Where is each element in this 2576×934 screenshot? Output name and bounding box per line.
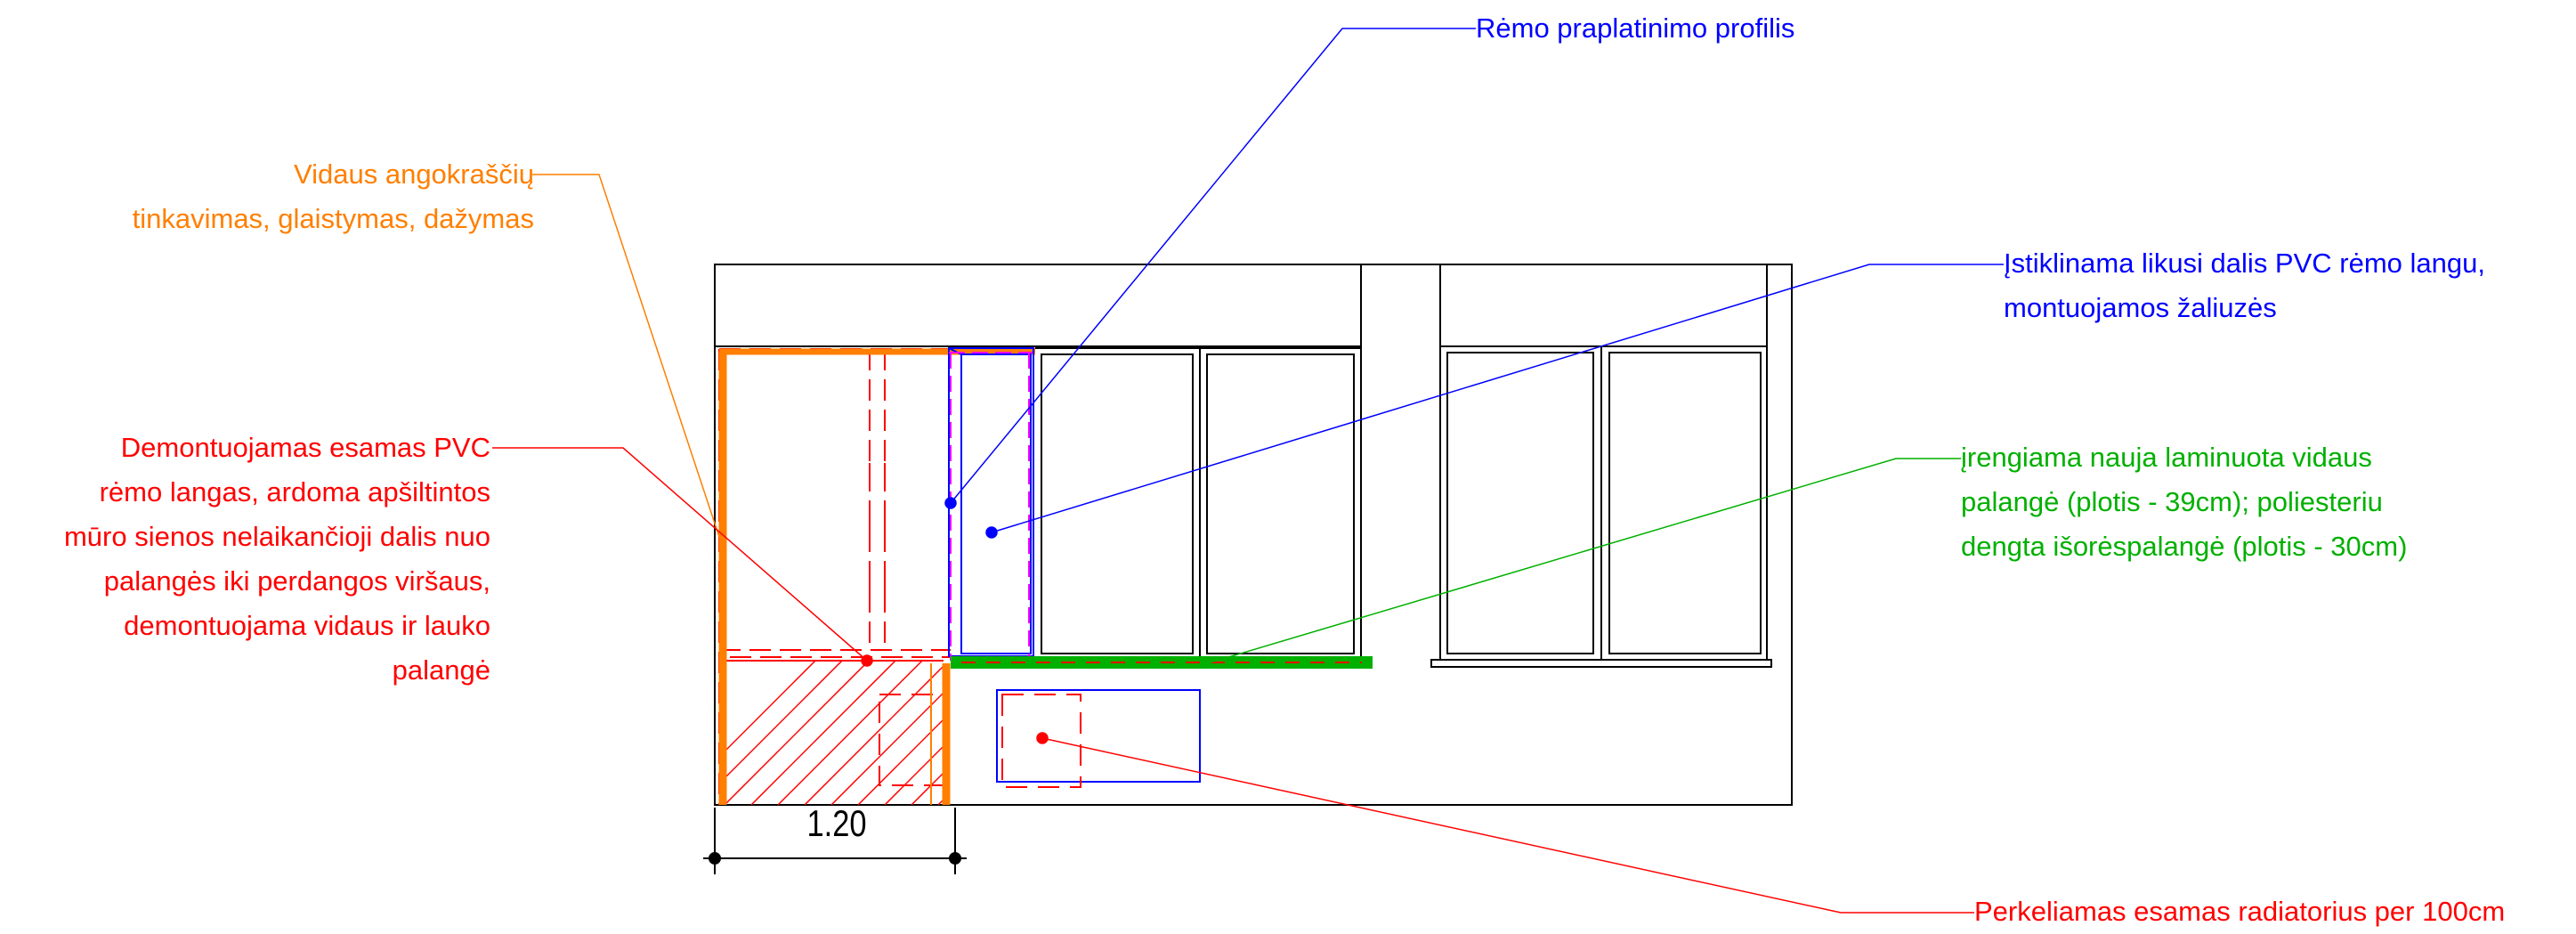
label-reveal: Vidaus angokraščių tinkavimas, glaistyma… — [133, 152, 534, 241]
label-reveal-line-2: tinkavimas, glaistymas, dažymas — [132, 203, 534, 234]
reveal-finishing — [718, 348, 1035, 805]
window-a — [1035, 346, 1362, 660]
label-demount-line-6: palangė — [392, 654, 490, 686]
label-glazing: Įstiklinama likusi dalis PVC rėmo langu,… — [2004, 241, 2485, 330]
old-radiator-outline — [879, 694, 948, 786]
new-window-sill — [951, 656, 1373, 669]
radiator — [996, 689, 1201, 788]
label-demount: Demontuojamas esamas PVC rėmo langas, ar… — [64, 426, 490, 693]
leader-glazing — [985, 264, 2004, 539]
label-reveal-line-1: Vidaus angokraščių — [294, 158, 534, 190]
dimension-value: 1.20 — [806, 802, 867, 844]
label-sill: įrengiama nauja laminuota vidaus palangė… — [1961, 435, 2407, 569]
label-glazing-line-2: montuojamos žaliuzės — [2004, 292, 2277, 323]
demolished-frame-ticks — [869, 410, 886, 591]
frame-widening-profile — [948, 347, 1034, 657]
leader-reveal — [532, 174, 724, 548]
label-radiator-line-1: Perkeliamas esamas radiatorius per 100cm — [1974, 896, 2506, 927]
leader-frame-profile — [944, 28, 1476, 509]
label-glazing-line-1: Įstiklinama likusi dalis PVC rėmo langu, — [2004, 248, 2485, 279]
label-sill-line-1: įrengiama nauja laminuota vidaus — [1961, 442, 2372, 473]
leader-radiator — [1036, 732, 1974, 914]
label-demount-line-2: rėmo langas, ardoma apšiltintos — [99, 476, 490, 508]
leader-sill — [1210, 458, 1961, 663]
window-b — [1430, 345, 1772, 668]
demolition-hatch — [725, 660, 944, 805]
label-frame-profile: Rėmo praplatinimo profilis — [1476, 6, 1794, 51]
label-demount-line-5: demontuojama vidaus ir lauko — [124, 610, 490, 641]
label-sill-line-2: palangė (plotis - 39cm); poliesteriu — [1961, 486, 2383, 517]
label-sill-line-3: dengta išorėspalangė (plotis - 30cm) — [1961, 531, 2408, 562]
dimension-line — [703, 808, 967, 874]
label-demount-line-1: Demontuojamas esamas PVC — [120, 432, 490, 463]
leader-demount — [492, 447, 873, 667]
label-demount-line-3: mūro sienos nelaikančioji dalis nuo — [63, 521, 490, 552]
label-radiator: Perkeliamas esamas radiatorius per 100cm — [1974, 889, 2505, 934]
label-demount-line-4: palangės iki perdangos viršaus, — [103, 565, 490, 597]
label-frame-profile-line-1: Rėmo praplatinimo profilis — [1476, 12, 1795, 44]
